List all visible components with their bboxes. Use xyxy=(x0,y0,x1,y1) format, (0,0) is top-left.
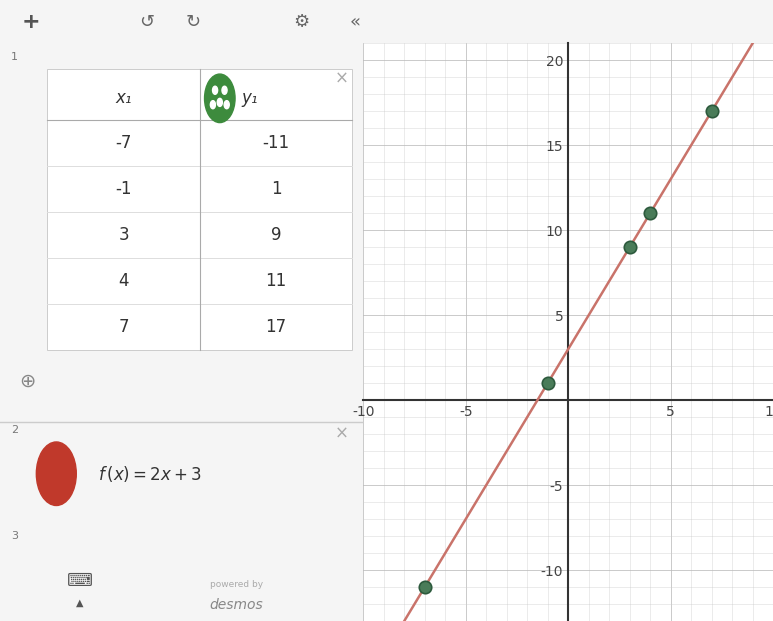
Text: desmos: desmos xyxy=(209,599,263,612)
Text: 9: 9 xyxy=(271,225,281,243)
Text: -11: -11 xyxy=(263,134,290,152)
Point xyxy=(623,242,635,252)
Point xyxy=(705,106,717,116)
Circle shape xyxy=(213,86,218,94)
Text: x₁: x₁ xyxy=(115,89,131,107)
Point xyxy=(541,378,553,388)
Text: $f\,(x) = 2x + 3$: $f\,(x) = 2x + 3$ xyxy=(98,464,202,484)
Text: -1: -1 xyxy=(115,179,131,197)
Circle shape xyxy=(36,442,77,505)
FancyBboxPatch shape xyxy=(47,70,352,350)
Text: 3: 3 xyxy=(118,225,129,243)
Circle shape xyxy=(222,86,227,94)
Text: 7: 7 xyxy=(118,317,129,335)
Text: +: + xyxy=(22,12,40,32)
Text: 2: 2 xyxy=(11,425,18,435)
Text: ▲: ▲ xyxy=(77,598,83,608)
Text: -7: -7 xyxy=(115,134,131,152)
Point xyxy=(644,209,656,219)
Text: ⌨: ⌨ xyxy=(67,572,93,590)
Text: ×: × xyxy=(335,70,349,88)
Text: powered by: powered by xyxy=(209,580,263,589)
Text: 4: 4 xyxy=(118,271,129,289)
Circle shape xyxy=(217,98,223,106)
Text: 11: 11 xyxy=(265,271,287,289)
Text: ×: × xyxy=(335,425,349,443)
Text: 1: 1 xyxy=(271,179,281,197)
Text: «: « xyxy=(350,13,361,30)
Text: y₁: y₁ xyxy=(242,89,258,107)
Point xyxy=(419,582,431,592)
Text: 3: 3 xyxy=(11,532,18,542)
Text: N: N xyxy=(51,467,62,480)
Text: 1: 1 xyxy=(11,52,18,62)
Text: ⚙: ⚙ xyxy=(294,13,309,30)
Text: ↻: ↻ xyxy=(186,13,201,30)
Text: ↺: ↺ xyxy=(139,13,155,30)
Circle shape xyxy=(224,101,230,109)
Text: ⊕: ⊕ xyxy=(19,372,36,391)
Circle shape xyxy=(205,74,235,122)
Text: 17: 17 xyxy=(266,317,287,335)
Circle shape xyxy=(210,101,216,109)
